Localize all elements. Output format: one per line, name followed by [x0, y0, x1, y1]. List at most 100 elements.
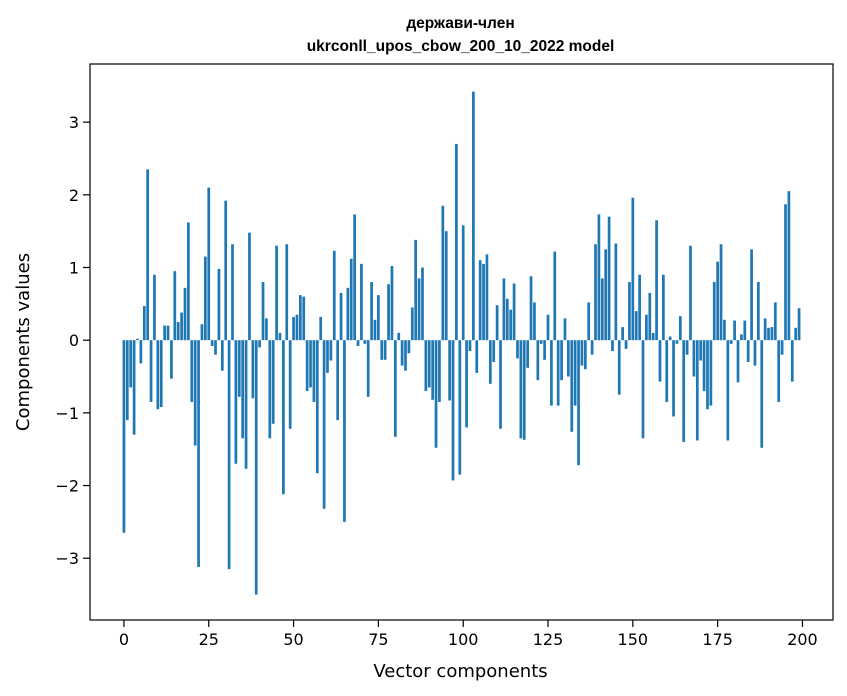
bar-129	[560, 340, 563, 381]
bar-47	[282, 340, 285, 495]
bar-169	[695, 340, 699, 441]
bar-94	[441, 205, 445, 341]
bar-106	[482, 263, 485, 341]
bar-6	[142, 306, 146, 341]
bar-176	[719, 244, 723, 341]
bar-68	[353, 214, 356, 341]
bar-132	[570, 340, 574, 432]
bar-115	[512, 283, 516, 341]
bar-43	[268, 340, 272, 439]
bar-21	[193, 340, 197, 446]
bar-116	[516, 340, 519, 359]
bar-128	[556, 340, 560, 406]
bar-79	[390, 266, 394, 341]
y-tick-label: 2	[69, 186, 79, 205]
bar-17	[180, 312, 183, 341]
bar-84	[407, 340, 411, 354]
chart-title-line2: ukrconll_upos_cbow_200_10_2022 model	[307, 38, 615, 55]
bar-95	[444, 231, 448, 341]
y-axis-label: Components values	[13, 253, 34, 431]
bar-36	[244, 340, 248, 469]
bars-group	[122, 91, 801, 595]
bar-143	[607, 216, 611, 341]
bar-59	[322, 340, 326, 509]
bar-190	[767, 327, 770, 341]
bar-58	[319, 316, 323, 341]
bar-104	[475, 340, 479, 373]
bar-42	[265, 318, 268, 341]
bar-173	[709, 340, 713, 406]
bar-121	[533, 302, 536, 341]
bar-123	[539, 340, 543, 344]
bar-101	[465, 340, 468, 428]
bar-37	[248, 232, 251, 341]
bar-152	[638, 274, 641, 341]
bar-193	[777, 340, 781, 402]
bar-114	[509, 309, 513, 341]
y-tick-label: −2	[55, 477, 79, 496]
bar-103	[472, 91, 475, 341]
bar-13	[166, 325, 170, 341]
bar-166	[685, 340, 689, 355]
bar-49	[288, 340, 292, 429]
bar-5	[139, 340, 143, 364]
bar-139	[594, 244, 597, 341]
bar-183	[743, 320, 747, 341]
bar-122	[536, 340, 540, 381]
bar-120	[529, 276, 533, 341]
bar-81	[397, 332, 401, 341]
y-tick-label: −3	[55, 549, 79, 568]
bar-75	[377, 295, 380, 341]
bar-171	[702, 340, 706, 392]
bar-187	[757, 282, 760, 341]
bar-25	[207, 187, 211, 341]
bar-4	[136, 338, 139, 341]
bar-93	[438, 340, 441, 402]
x-tick-label: 150	[618, 630, 649, 649]
bar-197	[790, 340, 794, 382]
bar-40	[258, 340, 261, 348]
bar-172	[706, 340, 709, 410]
bar-140	[597, 214, 601, 341]
bar-156	[651, 332, 655, 341]
bar-27	[214, 340, 217, 355]
bar-154	[645, 314, 648, 341]
y-tick-label: −1	[55, 404, 79, 423]
bar-192	[773, 302, 777, 341]
bar-194	[780, 340, 784, 355]
bar-162	[672, 340, 675, 417]
bar-92	[434, 340, 438, 448]
bar-44	[271, 340, 275, 424]
x-tick-label: 25	[199, 630, 219, 649]
bar-186	[753, 340, 757, 366]
bar-102	[468, 340, 472, 352]
bar-180	[733, 320, 736, 341]
bar-113	[505, 298, 509, 341]
bar-38	[251, 340, 255, 399]
bar-55	[309, 340, 312, 388]
bar-30	[224, 200, 228, 341]
bar-138	[590, 340, 594, 355]
bar-29	[220, 340, 224, 371]
bar-62	[332, 250, 336, 341]
bar-198	[794, 327, 798, 341]
bar-99	[458, 340, 462, 475]
x-tick-label: 0	[119, 630, 129, 649]
bar-141	[600, 278, 604, 341]
bar-182	[740, 334, 743, 341]
bar-11	[159, 340, 163, 408]
bar-22	[197, 340, 200, 567]
bar-147	[621, 327, 625, 341]
bar-126	[550, 340, 553, 406]
bar-181	[736, 340, 740, 383]
bar-135	[580, 340, 584, 366]
bar-91	[431, 340, 435, 400]
bar-98	[455, 143, 458, 341]
bar-199	[797, 308, 801, 341]
bar-69	[356, 340, 360, 346]
bar-60	[326, 340, 329, 373]
x-tick-label: 100	[448, 630, 479, 649]
bar-32	[231, 244, 234, 341]
bar-191	[770, 327, 774, 341]
bar-2	[129, 340, 133, 388]
